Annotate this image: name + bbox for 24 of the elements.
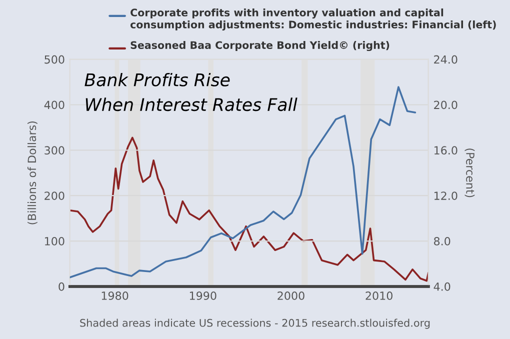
y2-tick-label: 24.0 (434, 55, 458, 64)
y2-axis-title: (Percent) (464, 148, 475, 198)
y2-tick-label: 8.0 (434, 237, 450, 246)
line-series (70, 86, 416, 278)
y-tick-label: 200 (44, 192, 64, 200)
line-series (70, 136, 428, 282)
legend-label: Corporate profits with inventory valuation and capital consumption adjustments: Domestic industries: Financial (left) (130, 8, 496, 30)
text: Shaded areas indicate US recessions - 2015 research.stlouisfed.org (80, 318, 430, 329)
annotation: Bank Profits Rise When Interest Rates Fall (84, 72, 298, 112)
y-tick-label: 0 (58, 282, 64, 291)
x-tick-label: 1990 (190, 292, 216, 300)
y2-tick-label: 20.0 (434, 100, 458, 110)
x-tick-label: 2000 (278, 292, 304, 300)
y2-tick-label: 4.0 (434, 282, 450, 291)
legend-label: Seasoned Baa Corporate Bond Yield© (right) (130, 41, 390, 52)
y2-tick-label: 16.0 (434, 146, 458, 155)
y-tick-label: 500 (44, 55, 64, 64)
y-tick-label: 400 (44, 100, 64, 110)
y-tick-label: 100 (45, 237, 64, 246)
x-tick-label: 2010 (366, 292, 392, 300)
y-tick-label: 300 (44, 146, 64, 155)
x-tick-label: 1980 (102, 292, 128, 300)
y2-tick-label: 12.0 (434, 192, 458, 200)
y-axis-title: (Billions of Dollars) (27, 121, 38, 224)
